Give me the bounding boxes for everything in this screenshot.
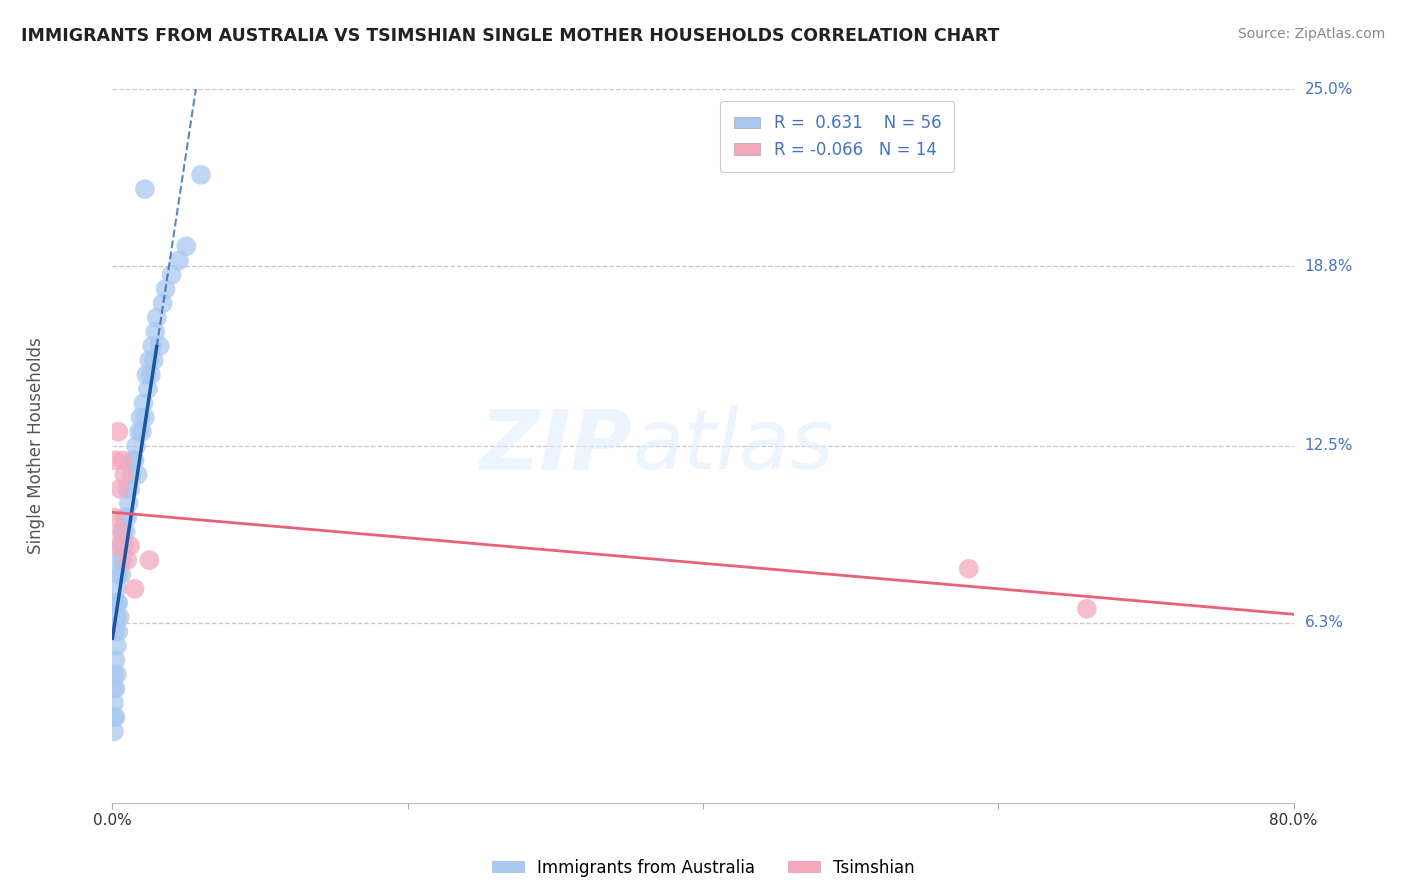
Point <box>103 667 125 681</box>
Point <box>117 510 138 524</box>
Point <box>103 681 125 696</box>
Legend: Immigrants from Australia, Tsimshian: Immigrants from Australia, Tsimshian <box>485 853 921 884</box>
Point <box>139 368 162 382</box>
Point <box>134 410 156 425</box>
Point <box>110 567 132 582</box>
Text: 6.3%: 6.3% <box>1305 615 1344 631</box>
Point <box>104 710 127 724</box>
Point <box>104 453 127 467</box>
Point <box>120 539 142 553</box>
Point <box>132 396 155 410</box>
Point <box>125 439 148 453</box>
Point <box>105 596 128 610</box>
Point <box>104 653 127 667</box>
Text: ZIP: ZIP <box>479 406 633 486</box>
Point <box>108 610 131 624</box>
Text: Source: ZipAtlas.com: Source: ZipAtlas.com <box>1237 27 1385 41</box>
Point <box>107 425 129 439</box>
Point <box>107 624 129 639</box>
Point <box>957 562 980 576</box>
Legend: R =  0.631    N = 56, R = -0.066   N = 14: R = 0.631 N = 56, R = -0.066 N = 14 <box>720 101 955 172</box>
Point <box>118 496 141 510</box>
Point <box>143 325 166 339</box>
Text: 25.0%: 25.0% <box>1305 82 1353 96</box>
Point <box>104 624 127 639</box>
Point <box>134 182 156 196</box>
Text: atlas: atlas <box>633 406 834 486</box>
Point <box>138 353 160 368</box>
Point <box>105 582 128 596</box>
Point <box>136 382 159 396</box>
Point <box>124 453 146 467</box>
Point <box>111 553 134 567</box>
Point <box>190 168 212 182</box>
Point <box>146 310 169 325</box>
Text: 18.8%: 18.8% <box>1305 259 1353 274</box>
Point <box>105 539 128 553</box>
Point <box>135 368 157 382</box>
Point <box>107 567 129 582</box>
Point <box>114 524 136 539</box>
Point <box>127 467 149 482</box>
Point <box>105 639 128 653</box>
Point <box>141 339 163 353</box>
Point <box>167 253 190 268</box>
Point <box>103 510 125 524</box>
Point <box>107 596 129 610</box>
Point <box>128 425 150 439</box>
Point <box>111 524 134 539</box>
Point <box>120 482 142 496</box>
Point <box>129 410 152 425</box>
Point <box>1076 601 1098 615</box>
Point <box>108 553 131 567</box>
Point <box>138 553 160 567</box>
Point <box>112 510 135 524</box>
Point <box>149 339 172 353</box>
Point <box>104 596 127 610</box>
Text: 12.5%: 12.5% <box>1305 439 1353 453</box>
Point <box>174 239 197 253</box>
Point <box>155 282 177 296</box>
Point <box>112 467 135 482</box>
Point <box>103 696 125 710</box>
Point <box>131 425 153 439</box>
Point <box>122 453 145 467</box>
Point <box>110 524 132 539</box>
Point <box>103 710 125 724</box>
Point <box>117 553 138 567</box>
Point <box>152 296 174 310</box>
Point <box>117 482 138 496</box>
Point <box>105 667 128 681</box>
Point <box>160 268 183 282</box>
Point <box>124 582 146 596</box>
Point <box>105 610 128 624</box>
Point <box>108 482 131 496</box>
Point <box>110 539 132 553</box>
Text: IMMIGRANTS FROM AUSTRALIA VS TSIMSHIAN SINGLE MOTHER HOUSEHOLDS CORRELATION CHAR: IMMIGRANTS FROM AUSTRALIA VS TSIMSHIAN S… <box>21 27 1000 45</box>
Point <box>111 453 134 467</box>
Point <box>112 539 135 553</box>
Text: Single Mother Households: Single Mother Households <box>27 338 45 554</box>
Point <box>103 724 125 739</box>
Point <box>121 467 143 482</box>
Point <box>142 353 165 368</box>
Point <box>104 681 127 696</box>
